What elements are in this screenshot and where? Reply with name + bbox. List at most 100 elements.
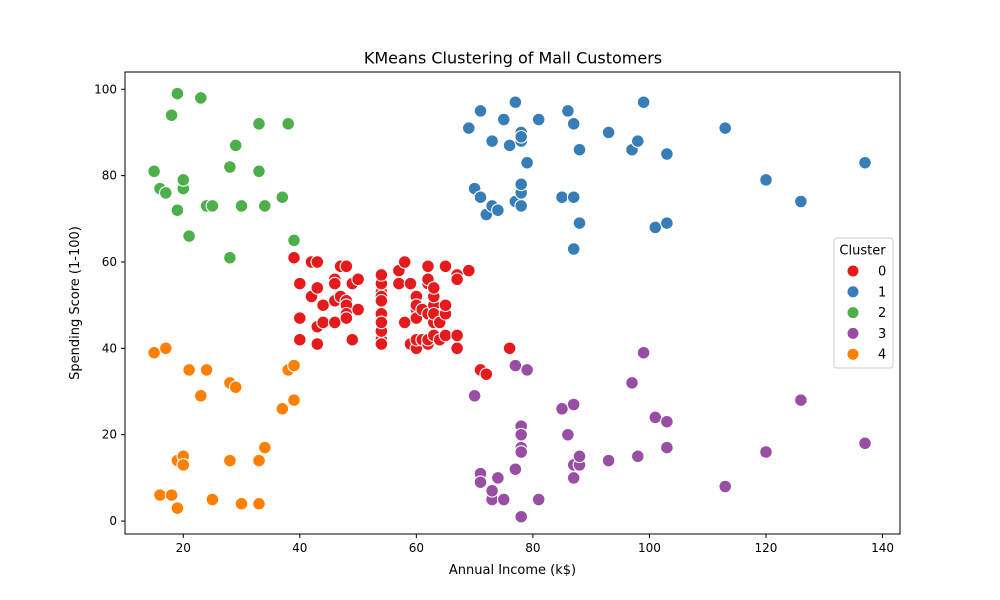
x-axis-label: Annual Income (k$) [449, 563, 576, 578]
cluster-0-point [339, 259, 354, 274]
legend-label-3: 3 [878, 327, 886, 342]
cluster-1-point [660, 147, 674, 161]
legend-label-2: 2 [878, 306, 886, 321]
cluster-4-point [170, 501, 185, 515]
cluster-1-point [473, 104, 488, 118]
cluster-0-point [351, 272, 365, 287]
cluster-2-point [170, 86, 185, 101]
cluster-3-point [555, 401, 569, 416]
cluster-1-point [660, 216, 674, 230]
cluster-0-point [450, 341, 464, 356]
cluster-0-point [479, 367, 494, 382]
cluster-2-point [287, 233, 301, 248]
cluster-4-point [257, 440, 272, 455]
cluster-1-point [566, 242, 581, 256]
cluster-0-point [397, 255, 412, 269]
cluster-3-point [625, 376, 639, 390]
x-tick-label: 120 [755, 541, 778, 555]
cluster-0-point [374, 315, 389, 330]
cluster-0-point [426, 281, 441, 295]
legend-marker-1 [846, 285, 860, 299]
cluster-2-point [193, 91, 208, 105]
cluster-0-point [403, 276, 418, 291]
cluster-0-point [310, 337, 325, 351]
cluster-3-point [531, 492, 546, 507]
y-tick-label: 100 [94, 82, 117, 96]
cluster-0-point [287, 250, 301, 265]
cluster-4-point [287, 393, 301, 407]
cluster-1-point [858, 155, 872, 170]
cluster-2-point [158, 186, 173, 200]
cluster-0-point [502, 341, 517, 356]
cluster-2-point [182, 229, 196, 243]
plot-frame [124, 71, 901, 535]
cluster-2-point [281, 116, 296, 131]
chart-title: KMeans Clustering of Mall Customers [364, 49, 662, 68]
cluster-2-point [252, 116, 266, 131]
cluster-1-point [496, 112, 511, 127]
cluster-1-point [572, 216, 587, 230]
legend-marker-3 [846, 326, 860, 340]
cluster-3-point [566, 397, 581, 412]
cluster-1-point [636, 95, 651, 110]
cluster-3-point [514, 509, 529, 524]
cluster-0-point [327, 315, 342, 330]
cluster-3-point [660, 440, 674, 455]
cluster-3-point [514, 427, 529, 442]
cluster-1-point [491, 203, 505, 218]
cluster-4-point [147, 345, 161, 360]
x-tick-label: 20 [176, 541, 191, 555]
cluster-2-point [223, 160, 237, 174]
legend-title: Cluster [839, 244, 886, 259]
legend-label-0: 0 [878, 265, 886, 280]
cluster-3-point [794, 393, 808, 407]
cluster-2-point [164, 108, 179, 123]
cluster-0-point [438, 298, 453, 313]
cluster-3-point [630, 449, 645, 464]
cluster-0-point [438, 328, 453, 343]
cluster-0-point [310, 281, 325, 295]
cluster-1-point [718, 121, 733, 135]
x-tick-label: 80 [525, 541, 540, 555]
cluster-3-point [496, 492, 511, 507]
cluster-0-point [374, 337, 389, 351]
cluster-1-point [514, 177, 529, 192]
y-tick-label: 20 [102, 428, 117, 442]
x-tick-label: 140 [871, 541, 894, 555]
cluster-1-point [759, 173, 773, 187]
cluster-0-point [345, 332, 360, 347]
legend-marker-2 [846, 306, 860, 320]
cluster-0-point [421, 259, 435, 274]
cluster-2-point [228, 138, 243, 153]
cluster-4-point [252, 496, 266, 511]
cluster-0-point [316, 315, 330, 330]
cluster-1-point [461, 121, 476, 135]
cluster-3-point [473, 475, 488, 490]
cluster-4-point [234, 496, 249, 511]
cluster-3-point [601, 453, 616, 468]
y-tick-label: 40 [102, 341, 117, 355]
y-tick-label: 60 [102, 255, 117, 269]
cluster-2-point [205, 199, 220, 213]
cluster-3-point [561, 427, 575, 442]
cluster-3-point [718, 479, 733, 494]
y-tick-label: 0 [109, 514, 117, 528]
cluster-4-point [158, 341, 173, 356]
cluster-4-point [193, 388, 208, 403]
cluster-4-point [223, 453, 237, 468]
cluster-0-point [310, 255, 325, 269]
plot-area [147, 86, 872, 524]
y-tick-label: 80 [102, 169, 117, 183]
cluster-2-point [170, 203, 185, 218]
cluster-3-point [648, 410, 663, 425]
cluster-2-point [147, 164, 161, 179]
cluster-1-point [555, 190, 569, 205]
cluster-1-point [601, 125, 616, 140]
cluster-0-point [374, 268, 389, 282]
cluster-1-point [485, 134, 499, 148]
cluster-0-point [339, 311, 354, 325]
cluster-2-point [234, 199, 249, 213]
cluster-1-point [794, 194, 808, 209]
cluster-4-point [228, 380, 243, 395]
